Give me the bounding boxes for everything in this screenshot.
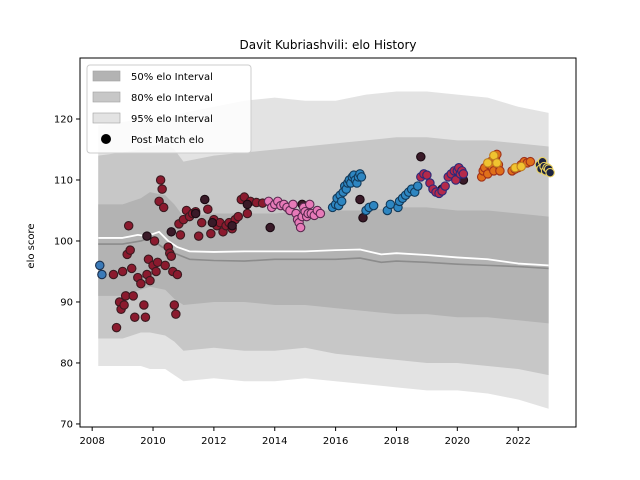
- post-match-point-s2-11: [416, 152, 426, 162]
- y-tick-label-120: 120: [54, 114, 73, 125]
- post-match-point-s1-8: [123, 220, 134, 231]
- legend-marker-3: [101, 134, 111, 144]
- post-match-point-s8-7: [545, 167, 555, 178]
- post-match-point-s1-19: [145, 275, 155, 286]
- post-match-point-s3-12: [295, 222, 306, 233]
- post-match-point-s1-31: [166, 251, 177, 261]
- post-match-point-s7-2: [492, 158, 502, 168]
- x-tick-label-2020: 2020: [445, 436, 470, 447]
- post-match-point-s1-26: [157, 184, 167, 194]
- post-match-point-s1-5: [119, 300, 129, 310]
- legend-label-2: 95% elo Interval: [131, 114, 213, 125]
- legend-swatch-1: [92, 91, 121, 103]
- post-match-point-s1-34: [171, 309, 181, 319]
- x-tick-label-2012: 2012: [201, 436, 226, 447]
- post-match-point-s1-14: [136, 278, 146, 289]
- post-match-point-s2-4: [207, 217, 218, 228]
- legend-box: [86, 64, 252, 154]
- legend-swatch-0: [92, 70, 121, 82]
- y-axis-label: elo score: [26, 223, 37, 268]
- post-match-point-s1-37: [175, 230, 186, 240]
- post-match-point-s1-1: [111, 322, 122, 333]
- post-match-point-s4-18: [356, 172, 367, 182]
- post-match-point-s7-4: [516, 161, 526, 172]
- post-match-point-s1-22: [151, 266, 161, 277]
- post-match-point-s1-28: [160, 260, 170, 271]
- axes: 2008 2010 2012 2014 2016 2018 2020 2022 70 80 90 10…: [54, 57, 577, 447]
- post-match-point-s3-22: [315, 208, 326, 219]
- chart-title: Davit Kubriashvili: elo History: [239, 38, 416, 52]
- post-match-point-s5-2: [422, 170, 432, 180]
- post-match-point-s1-11: [128, 291, 139, 301]
- x-tick-label-2022: 2022: [505, 436, 530, 447]
- y-tick-label-90: 90: [60, 297, 73, 308]
- post-match-point-s6-11: [495, 166, 505, 176]
- x-tick-label-2008: 2008: [79, 436, 104, 447]
- post-match-point-s2-0: [142, 231, 152, 241]
- post-match-point-s5-8: [440, 181, 450, 191]
- post-match-point-s7-0: [483, 158, 493, 168]
- post-match-point-s1-58: [242, 208, 253, 219]
- post-match-point-s2-3: [200, 194, 210, 205]
- legend: 50% elo Interval 80% elo Interval 95% elo …: [86, 64, 252, 154]
- post-match-point-s1-45: [203, 204, 213, 215]
- post-match-point-s0-1: [97, 269, 107, 280]
- post-match-point-s4-21: [368, 200, 379, 211]
- legend-label-1: 80% elo Interval: [131, 93, 213, 104]
- y-tick-label-100: 100: [54, 236, 73, 247]
- post-match-point-s0-0: [95, 260, 105, 271]
- post-match-point-s1-33: [169, 300, 180, 310]
- x-tick-label-2010: 2010: [140, 436, 165, 447]
- post-match-point-s5-17: [458, 169, 469, 179]
- legend-swatch-2: [92, 112, 121, 124]
- post-match-point-s1-27: [158, 202, 169, 213]
- x-tick-label-2018: 2018: [384, 436, 409, 447]
- post-match-point-s1-21: [149, 236, 160, 246]
- legend-label-0: 50% elo Interval: [131, 72, 213, 83]
- post-match-point-s4-31: [413, 181, 423, 191]
- post-match-point-s2-7: [265, 222, 275, 233]
- post-match-point-s1-9: [125, 245, 135, 255]
- post-match-point-s4-5: [336, 196, 347, 207]
- post-match-point-s1-44: [196, 217, 207, 228]
- post-match-point-s1-43: [193, 231, 204, 241]
- post-match-point-s1-15: [139, 300, 149, 310]
- post-match-point-s1-10: [126, 263, 137, 274]
- y-tick-label-110: 110: [54, 175, 73, 186]
- post-match-point-s1-16: [140, 312, 151, 322]
- y-tick-label-70: 70: [60, 419, 73, 430]
- post-match-point-s2-6: [242, 199, 253, 210]
- post-match-point-s3-8: [288, 199, 298, 210]
- post-match-point-s2-9: [355, 194, 365, 205]
- post-match-point-s3-18: [304, 199, 315, 210]
- post-match-point-s1-4: [117, 266, 128, 277]
- post-match-point-s1-55: [233, 211, 243, 222]
- plot-area: [95, 91, 555, 409]
- post-match-point-s1-0: [108, 269, 119, 280]
- legend-label-3: Post Match elo: [131, 135, 204, 146]
- post-match-point-s6-18: [525, 156, 536, 167]
- x-tick-label-2014: 2014: [262, 436, 287, 447]
- post-match-point-s2-2: [190, 208, 201, 219]
- post-match-point-s1-12: [130, 312, 140, 322]
- post-match-point-s1-46: [206, 228, 216, 239]
- post-match-point-s1-35: [172, 269, 183, 280]
- post-match-point-s1-25: [155, 175, 166, 185]
- y-tick-label-80: 80: [60, 358, 73, 369]
- post-match-point-s2-5: [227, 220, 237, 231]
- post-match-point-s2-1: [166, 227, 177, 237]
- x-tick-label-2016: 2016: [323, 436, 348, 447]
- axes-frame: [79, 57, 577, 428]
